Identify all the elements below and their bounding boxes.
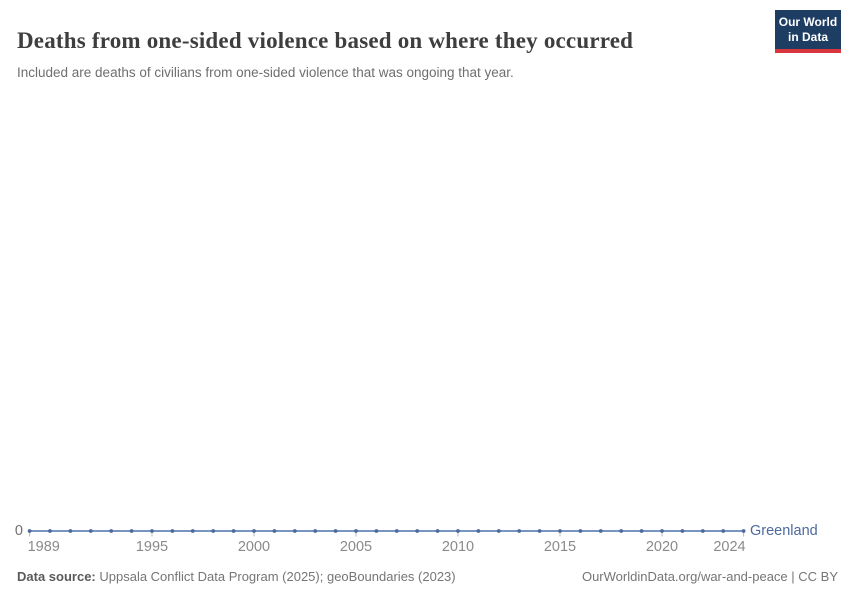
data-point-marker: [88, 529, 93, 533]
data-point-marker: [721, 529, 726, 533]
data-point-marker: [476, 529, 481, 533]
data-point-marker: [394, 529, 399, 533]
data-point-marker: [129, 529, 134, 533]
data-point-marker: [578, 529, 583, 533]
data-point-marker: [27, 529, 32, 533]
data-point-marker: [354, 529, 358, 533]
x-tick-label-2000: 2000: [237, 539, 271, 555]
footer-data-source: Data source: Uppsala Conflict Data Progr…: [17, 569, 456, 584]
x-tick-label-2010: 2010: [441, 539, 475, 555]
data-point-marker: [374, 529, 379, 533]
data-point-marker: [415, 529, 420, 533]
data-point-marker: [231, 529, 236, 533]
data-point-marker: [639, 529, 644, 533]
data-point-marker: [68, 529, 73, 533]
data-point-marker: [150, 529, 154, 533]
data-source-text: Uppsala Conflict Data Program (2025); ge…: [95, 569, 456, 584]
data-point-marker: [680, 529, 685, 533]
data-point-marker: [517, 529, 522, 533]
data-point-marker: [700, 529, 705, 533]
data-point-marker: [272, 529, 277, 533]
data-point-marker: [456, 529, 460, 533]
data-point-marker: [619, 529, 624, 533]
data-point-marker: [252, 529, 256, 533]
data-point-marker: [333, 529, 338, 533]
x-tick-label-1995: 1995: [135, 539, 169, 555]
data-point-marker: [496, 529, 501, 533]
data-point-marker: [313, 529, 318, 533]
chart-title: Deaths from one-sided violence based on …: [17, 28, 634, 54]
data-point-marker: [435, 529, 440, 533]
x-tick-label-2015: 2015: [543, 539, 577, 555]
owid-logo-line2: in Data: [787, 29, 828, 44]
owid-logo-line1: Our World: [778, 14, 838, 29]
data-point-marker: [48, 529, 52, 533]
data-point-marker: [211, 529, 216, 533]
y-axis-zero-label: 0: [14, 523, 23, 539]
data-point-marker: [741, 529, 746, 533]
x-tick-label-2024: 2024: [713, 539, 746, 555]
data-point-marker: [537, 529, 542, 533]
data-point-marker: [660, 529, 664, 533]
data-point-marker: [598, 529, 603, 533]
data-point-marker: [170, 529, 175, 533]
owid-logo: Our World in Data: [775, 10, 841, 53]
data-point-marker: [190, 529, 195, 533]
data-point-marker: [109, 529, 114, 533]
footer-credit: OurWorldinData.org/war-and-peace | CC BY: [581, 569, 838, 584]
x-tick-label-2020: 2020: [645, 539, 679, 555]
entity-label-greenland: Greenland: [750, 523, 818, 539]
data-point-marker: [292, 529, 297, 533]
data-point-marker: [558, 529, 562, 533]
x-tick-label-1989: 1989: [27, 539, 60, 555]
data-source-label: Data source:: [17, 569, 96, 584]
chart-subtitle: Included are deaths of civilians from on…: [17, 64, 514, 80]
x-tick-label-2005: 2005: [339, 539, 373, 555]
